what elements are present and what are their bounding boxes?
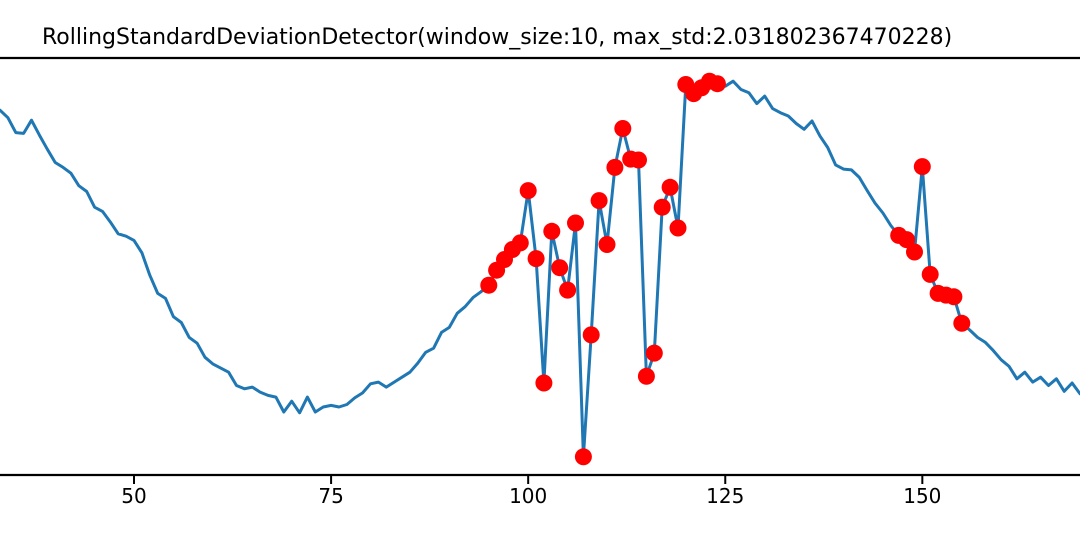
anomaly-point — [527, 250, 545, 268]
x-tick-label: 50 — [121, 484, 146, 508]
anomaly-point — [645, 344, 663, 362]
x-tick-label: 75 — [318, 484, 343, 508]
anomaly-point — [598, 236, 616, 253]
anomaly-point — [637, 367, 655, 385]
x-tick-label: 100 — [509, 484, 547, 508]
anomaly-point — [480, 276, 498, 294]
anomaly-point — [898, 231, 916, 249]
anomaly-point — [606, 158, 624, 176]
anomaly-point — [551, 259, 569, 277]
x-tick-label: 150 — [903, 484, 941, 508]
anomaly-point — [614, 120, 632, 137]
anomaly-point — [661, 178, 679, 196]
anomaly-point — [590, 192, 608, 210]
anomaly-point — [669, 219, 687, 237]
anomaly-point — [953, 314, 971, 332]
anomaly-point — [906, 243, 923, 261]
anomaly-point — [574, 448, 592, 466]
x-tick-label: 125 — [706, 484, 744, 508]
chart-title: RollingStandardDeviationDetector(window_… — [42, 25, 953, 50]
anomaly-point — [567, 214, 584, 232]
anomaly-point — [913, 158, 931, 176]
anomaly-point — [535, 374, 553, 392]
series-line — [0, 79, 1080, 459]
anomaly-point — [559, 281, 577, 299]
anomaly-point — [708, 75, 726, 93]
anomaly-point — [519, 182, 537, 200]
anomaly-point — [921, 265, 939, 283]
anomaly-point — [653, 198, 671, 216]
anomaly-point — [630, 151, 647, 169]
anomaly-point — [582, 326, 600, 344]
anomaly-point — [543, 222, 561, 240]
anomaly-point — [511, 234, 529, 252]
anomaly-point — [945, 288, 963, 306]
